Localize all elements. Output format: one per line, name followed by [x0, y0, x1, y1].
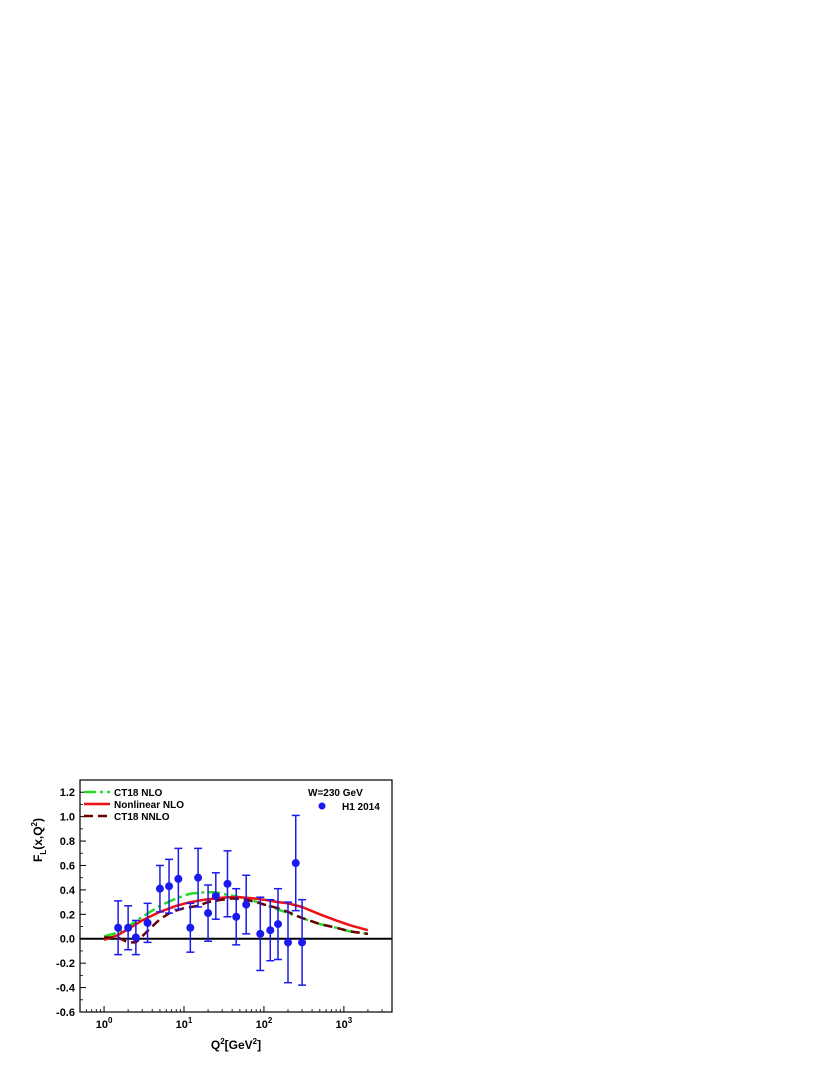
- y-tick-label: -0.4: [56, 983, 76, 995]
- data-point: [256, 929, 265, 938]
- x-tick-label: 101: [176, 1016, 193, 1031]
- y-tick-label: -0.2: [56, 958, 75, 970]
- legend-h1: H1 2014: [318, 802, 380, 813]
- x-axis-title-main: Q: [211, 1038, 220, 1052]
- y-tick-label: 0.0: [60, 934, 75, 946]
- legend-marker-h1: [318, 802, 326, 810]
- legend-label: CT18 NLO: [114, 788, 163, 799]
- x-axis-title-sup: 2: [220, 1037, 225, 1046]
- curve-nonlinear-nlo: [103, 895, 369, 942]
- data-point: [186, 923, 195, 932]
- data-point: [232, 912, 241, 921]
- data-point: [124, 923, 133, 932]
- y-axis-title-rest: (x,Q: [31, 826, 45, 849]
- annotation-w: W=230 GeV: [308, 788, 363, 799]
- data-point: [211, 892, 220, 900]
- data-points: [114, 859, 307, 947]
- y-tick-label: 0.8: [60, 836, 75, 848]
- curve-ct18-nnlo: [104, 897, 369, 944]
- data-point: [266, 926, 275, 935]
- y-tick-label: 0.4: [60, 885, 76, 897]
- x-tick-label: 103: [336, 1016, 353, 1031]
- y-tick-label: 0.2: [60, 909, 75, 921]
- data-point: [194, 873, 203, 882]
- data-point: [242, 900, 251, 909]
- x-axis-title-rest: [GeV: [225, 1038, 253, 1052]
- y-tick-label: 0.6: [60, 860, 75, 872]
- data-point: [143, 918, 152, 927]
- plot-frame: [79, 779, 393, 1013]
- y-axis-ticks: -0.6 -0.4 -0.2 0.0 0.2 0.4 0.6 0.8 1.0 1.2: [56, 779, 86, 1019]
- y-axis-title-sub: L: [39, 850, 48, 855]
- legend-label: Nonlinear NLO: [114, 800, 184, 811]
- curves: [103, 891, 369, 944]
- data-point: [131, 933, 140, 942]
- data-point: [291, 859, 300, 868]
- y-axis-title-main: F: [31, 855, 45, 862]
- y-axis-title: FL(x,Q2): [30, 818, 48, 862]
- y-tick-label: -0.6: [56, 1007, 75, 1019]
- data-point: [284, 938, 292, 947]
- data-point: [274, 920, 283, 929]
- data-point: [223, 879, 232, 888]
- x-axis-title: Q2[GeV2]: [211, 1037, 261, 1052]
- data-point: [155, 884, 164, 893]
- data-point: [165, 882, 174, 891]
- y-tick-label: 1.0: [60, 812, 75, 824]
- x-axis-title-sup2: 2: [253, 1037, 258, 1046]
- legend-label-h1: H1 2014: [342, 802, 380, 813]
- x-axis-title-end: ]: [257, 1038, 261, 1052]
- y-axis-title-end: ): [31, 818, 45, 822]
- x-tick-label: 102: [256, 1016, 273, 1031]
- x-tick-label: 100: [96, 1016, 113, 1031]
- legend-label: CT18 NNLO: [114, 812, 170, 823]
- data-point: [114, 923, 123, 932]
- data-point: [204, 909, 213, 918]
- y-axis-title-sup: 2: [30, 821, 39, 826]
- data-point: [298, 938, 307, 947]
- y-tick-label: 1.2: [60, 787, 75, 799]
- x-axis-ticks: 100 101 102 103: [79, 1006, 393, 1031]
- data-point: [174, 874, 183, 883]
